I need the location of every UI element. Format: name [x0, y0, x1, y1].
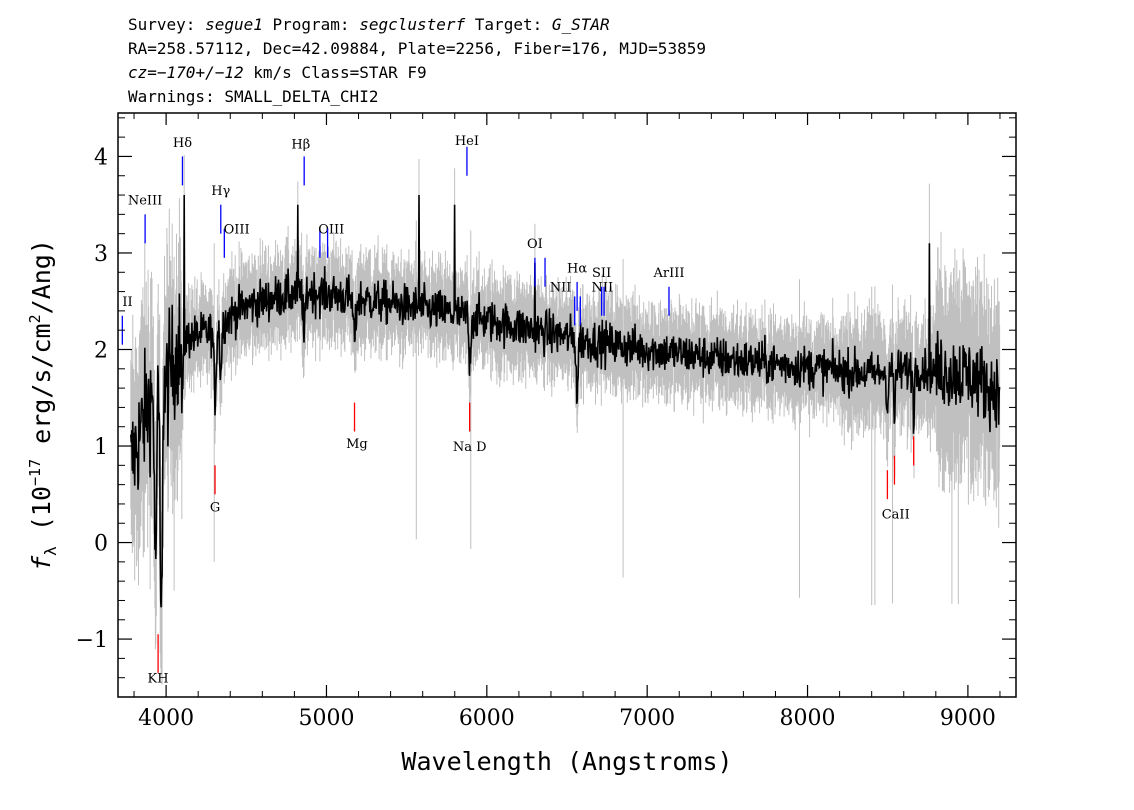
header-survey-segment: segue1	[205, 15, 263, 34]
line-label: ArIII	[652, 266, 684, 281]
line-label: Mg	[346, 437, 368, 452]
line-label: II	[122, 295, 132, 310]
error-band	[130, 155, 1001, 685]
y-tick-label: −1	[76, 628, 108, 653]
x-tick-label: 5000	[298, 706, 354, 731]
header-redshift-segment: km/s Class=STAR F9	[244, 63, 427, 82]
line-label: NeIII	[128, 194, 162, 209]
y-axis-title-part: f	[27, 555, 56, 571]
line-label: G	[210, 501, 220, 516]
header-survey-segment: G_STAR	[552, 15, 610, 34]
line-label: Hα	[567, 261, 587, 276]
y-axis-title-part: 2	[26, 314, 44, 323]
header-survey-segment: Program:	[263, 15, 359, 34]
line-label: Hδ	[173, 136, 192, 151]
line-label: Hβ	[291, 138, 310, 153]
x-axis-title: Wavelength (Angstroms)	[401, 747, 732, 776]
header-line-redshift-class: cz=−170+/−12 km/s Class=STAR F9	[128, 63, 427, 82]
header-survey-segment: Target:	[465, 15, 552, 34]
y-tick-label: 1	[94, 435, 108, 460]
axis-tick-labels: 4000 5000 6000 7000 8000 9000 −1 0 1 2 3 4	[76, 145, 996, 731]
y-axis-title-part: −17	[26, 459, 44, 486]
header-redshift-segment: cz=	[128, 63, 157, 82]
line-label: SII	[592, 266, 611, 281]
x-tick-label: 4000	[138, 706, 194, 731]
line-label: Hγ	[211, 184, 230, 199]
line-label: KH	[148, 672, 169, 687]
header-line-warnings: Warnings: SMALL_DELTA_CHI2	[128, 87, 378, 106]
line-label: OIII	[224, 223, 250, 238]
y-axis-title-part: erg/s/cm	[27, 323, 56, 458]
header-line-coordinates: RA=258.57112, Dec=42.09884, Plate=2256, …	[128, 39, 706, 58]
y-axis-title: fλ (10−17 erg/s/cm2/Ang)	[26, 239, 60, 571]
y-tick-label: 2	[94, 338, 108, 363]
y-tick-label: 3	[94, 242, 108, 267]
line-label: Na D	[453, 440, 487, 455]
line-label: OIII	[318, 223, 344, 238]
x-tick-label: 8000	[780, 706, 836, 731]
line-label: CaII	[882, 507, 910, 522]
axis-ticks	[118, 113, 1016, 698]
x-tick-label: 7000	[619, 706, 675, 731]
emission-absorption-markers: KH G Mg Na D CaII II NeIII Hδ Hγ OIII Hβ OIII HeI OI N…	[121, 134, 915, 687]
line-label: OI	[527, 237, 543, 252]
x-tick-label: 9000	[940, 706, 996, 731]
header-line-survey: Survey: segue1 Program: segclusterf Targ…	[128, 15, 610, 34]
error-band-path	[130, 155, 1001, 685]
line-label: NII	[550, 281, 572, 296]
spectrum-line	[130, 194, 1001, 608]
header-redshift-segment: −170+/−12	[157, 63, 244, 82]
y-tick-label: 0	[94, 532, 108, 557]
y-axis-title-part: /Ang)	[27, 239, 56, 314]
plot-frame	[117, 112, 1017, 698]
line-label: HeI	[455, 134, 479, 149]
spectrum-layer	[130, 194, 1001, 608]
y-axis-title-part: (10	[27, 486, 56, 546]
y-tick-label: 4	[94, 145, 108, 170]
header-survey-segment: segclusterf	[359, 15, 465, 34]
x-tick-label: 6000	[459, 706, 515, 731]
header-survey-segment: Survey:	[128, 15, 205, 34]
y-axis-title-part: λ	[41, 546, 60, 556]
header: Survey: segue1 Program: segclusterf Targ…	[128, 15, 706, 106]
